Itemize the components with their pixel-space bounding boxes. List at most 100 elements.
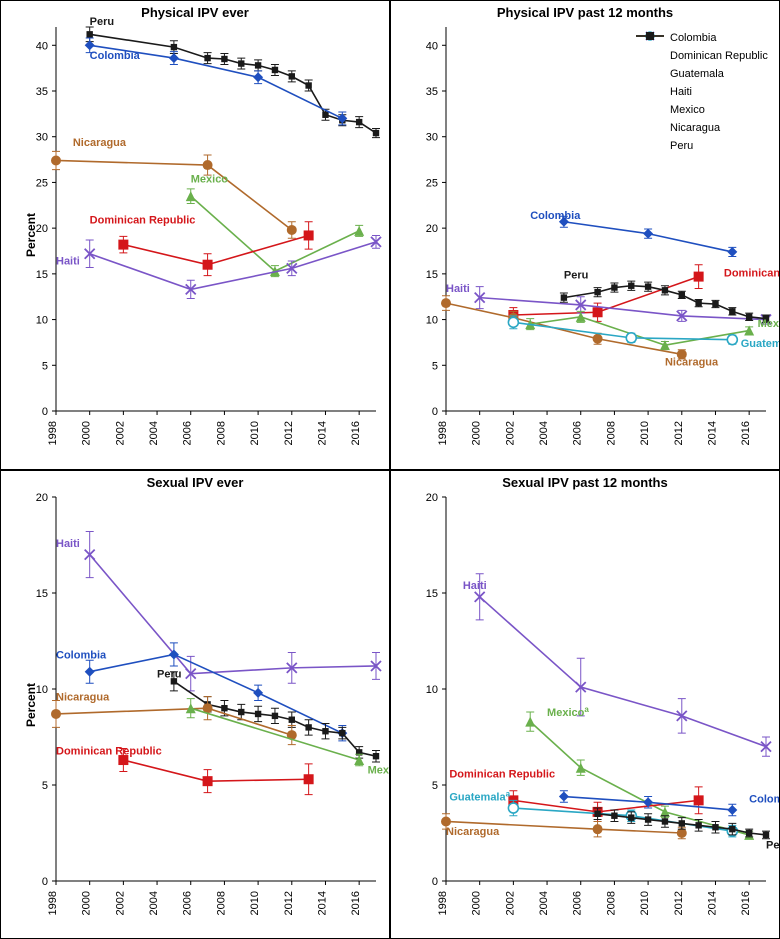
series-label: Peru	[766, 839, 779, 851]
legend-label: Mexico	[670, 101, 705, 119]
legend-item: Haiti	[636, 83, 768, 101]
svg-text:35: 35	[36, 86, 48, 98]
legend-label: Dominican Republic	[670, 47, 768, 65]
svg-text:30: 30	[426, 132, 438, 144]
series-line	[480, 298, 766, 320]
series-label: Nicaragua	[665, 356, 719, 368]
svg-text:20: 20	[426, 223, 438, 235]
svg-text:2008: 2008	[605, 891, 617, 915]
series-label: Mexico	[368, 764, 389, 776]
svg-text:2000: 2000	[81, 891, 93, 915]
svg-text:15: 15	[36, 269, 48, 281]
svg-text:2008: 2008	[215, 421, 227, 445]
series-label: Dominican Republic	[56, 745, 162, 757]
legend-item: Mexico	[636, 101, 768, 119]
series-label: Dominican Republic	[449, 768, 555, 780]
series-line	[123, 235, 308, 264]
series-label: Nicaragua	[446, 826, 500, 838]
series-label: Mexicoa	[547, 705, 589, 719]
svg-text:20: 20	[426, 492, 438, 504]
svg-text:2006: 2006	[572, 421, 584, 445]
svg-text:2012: 2012	[673, 891, 685, 915]
svg-text:2008: 2008	[605, 421, 617, 445]
panel-physical-ever: 0510152025303540199820002002200420062008…	[0, 0, 390, 470]
series-label: Haiti	[56, 538, 80, 550]
series-label: Colombia	[56, 649, 107, 661]
chart-svg: 0510152019982000200220042006200820102012…	[391, 471, 779, 938]
svg-text:2004: 2004	[538, 421, 550, 445]
series-line	[90, 654, 343, 733]
svg-text:5: 5	[432, 360, 438, 372]
svg-text:0: 0	[42, 876, 48, 888]
svg-text:1998: 1998	[437, 421, 449, 445]
series-label: Dominican Republic	[724, 268, 779, 280]
svg-text:2000: 2000	[471, 421, 483, 445]
series-label: Colombia	[90, 50, 141, 62]
svg-text:40: 40	[36, 40, 48, 52]
svg-text:2014: 2014	[706, 421, 718, 445]
svg-text:35: 35	[426, 86, 438, 98]
svg-text:2016: 2016	[350, 891, 362, 915]
svg-text:40: 40	[426, 40, 438, 52]
series-line	[90, 555, 376, 674]
series-line	[480, 597, 766, 747]
svg-text:10: 10	[426, 315, 438, 327]
legend-label: Haiti	[670, 83, 692, 101]
svg-text:2012: 2012	[673, 421, 685, 445]
svg-text:2006: 2006	[182, 891, 194, 915]
svg-text:2016: 2016	[740, 421, 752, 445]
series-line	[191, 196, 359, 271]
svg-text:2010: 2010	[249, 421, 261, 445]
svg-text:2012: 2012	[283, 421, 295, 445]
svg-text:1998: 1998	[437, 891, 449, 915]
svg-text:1998: 1998	[47, 891, 59, 915]
series-label: Mexicoa	[758, 316, 779, 330]
panel-title: Physical IPV past 12 months	[391, 5, 779, 20]
series-label: Dominican Republic	[90, 215, 196, 227]
svg-text:0: 0	[432, 406, 438, 418]
legend-label: Guatemala	[670, 65, 724, 83]
y-axis-label: Percent	[24, 682, 38, 726]
legend-item: Dominican Republic	[636, 47, 768, 65]
svg-text:2016: 2016	[740, 891, 752, 915]
svg-text:2002: 2002	[114, 891, 126, 915]
legend-label: Peru	[670, 137, 693, 155]
panel-title: Sexual IPV ever	[1, 475, 389, 490]
legend-item: Peru	[636, 137, 768, 155]
series-label: Haiti	[446, 283, 470, 295]
panel-title: Sexual IPV past 12 months	[391, 475, 779, 490]
series-label: Peru	[564, 269, 588, 281]
svg-text:0: 0	[42, 406, 48, 418]
svg-text:2008: 2008	[215, 891, 227, 915]
svg-text:2006: 2006	[572, 891, 584, 915]
svg-text:2010: 2010	[639, 891, 651, 915]
svg-text:15: 15	[426, 588, 438, 600]
series-label: Guatemalaa	[741, 336, 779, 350]
series-line	[513, 277, 698, 315]
chart-svg: 0510152025303540199820002002200420062008…	[1, 1, 389, 469]
legend-item: Nicaragua	[636, 119, 768, 137]
svg-text:5: 5	[42, 780, 48, 792]
svg-text:10: 10	[426, 684, 438, 696]
svg-text:2016: 2016	[350, 421, 362, 445]
panel-sexual-12mo: 0510152019982000200220042006200820102012…	[390, 470, 780, 939]
series-label: Guatemalaa	[449, 789, 510, 803]
legend-item: Guatemala	[636, 65, 768, 83]
legend-label: Nicaragua	[670, 119, 720, 137]
series-line	[123, 760, 308, 781]
series-label: Colombia	[749, 793, 779, 805]
series-label: Mexico	[191, 173, 229, 185]
svg-text:15: 15	[36, 588, 48, 600]
y-axis-label: Percent	[24, 213, 38, 257]
series-line	[530, 317, 749, 345]
svg-text:2002: 2002	[114, 421, 126, 445]
legend: ColombiaDominican RepublicGuatemalaHaiti…	[636, 29, 768, 155]
svg-text:2000: 2000	[81, 421, 93, 445]
chart-grid: 0510152025303540199820002002200420062008…	[0, 0, 780, 939]
series-label: Nicaragua	[56, 692, 110, 704]
svg-text:25: 25	[426, 177, 438, 189]
svg-text:2004: 2004	[148, 891, 160, 915]
svg-text:2014: 2014	[316, 421, 328, 445]
svg-text:5: 5	[42, 360, 48, 372]
svg-text:15: 15	[426, 269, 438, 281]
